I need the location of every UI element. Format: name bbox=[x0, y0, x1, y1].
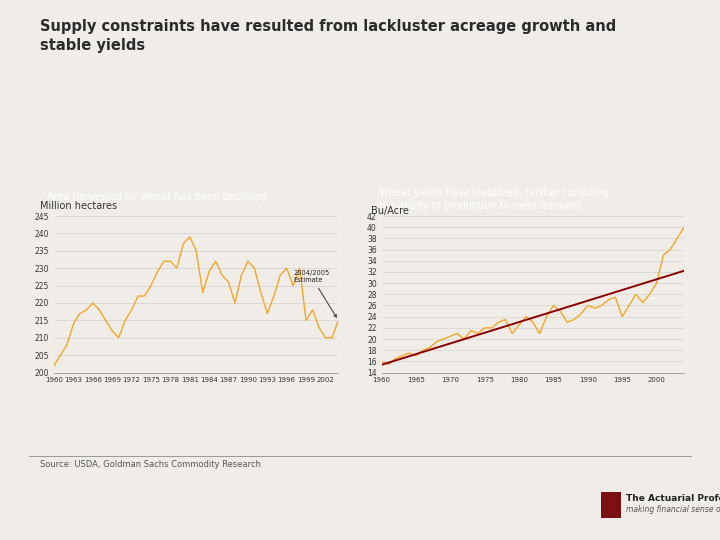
Text: Source: USDA, Goldman Sachs Commodity Research: Source: USDA, Goldman Sachs Commodity Re… bbox=[40, 460, 261, 469]
Text: Area harvested for wheat has been declining: Area harvested for wheat has been declin… bbox=[47, 192, 267, 201]
Text: Wheat yields have stabilized, further curtailing
the ability of production to me: Wheat yields have stabilized, further cu… bbox=[379, 188, 608, 211]
Text: 2004/2005
Estimate: 2004/2005 Estimate bbox=[293, 270, 336, 317]
Text: Supply constraints have resulted from lackluster acreage growth and
stable yield: Supply constraints have resulted from la… bbox=[40, 19, 616, 53]
Text: Million hectares: Million hectares bbox=[40, 200, 117, 211]
Text: making financial sense of the future: making financial sense of the future bbox=[626, 505, 720, 515]
Text: Bu/Acre: Bu/Acre bbox=[371, 206, 409, 216]
Text: The Actuarial Profession: The Actuarial Profession bbox=[626, 494, 720, 503]
